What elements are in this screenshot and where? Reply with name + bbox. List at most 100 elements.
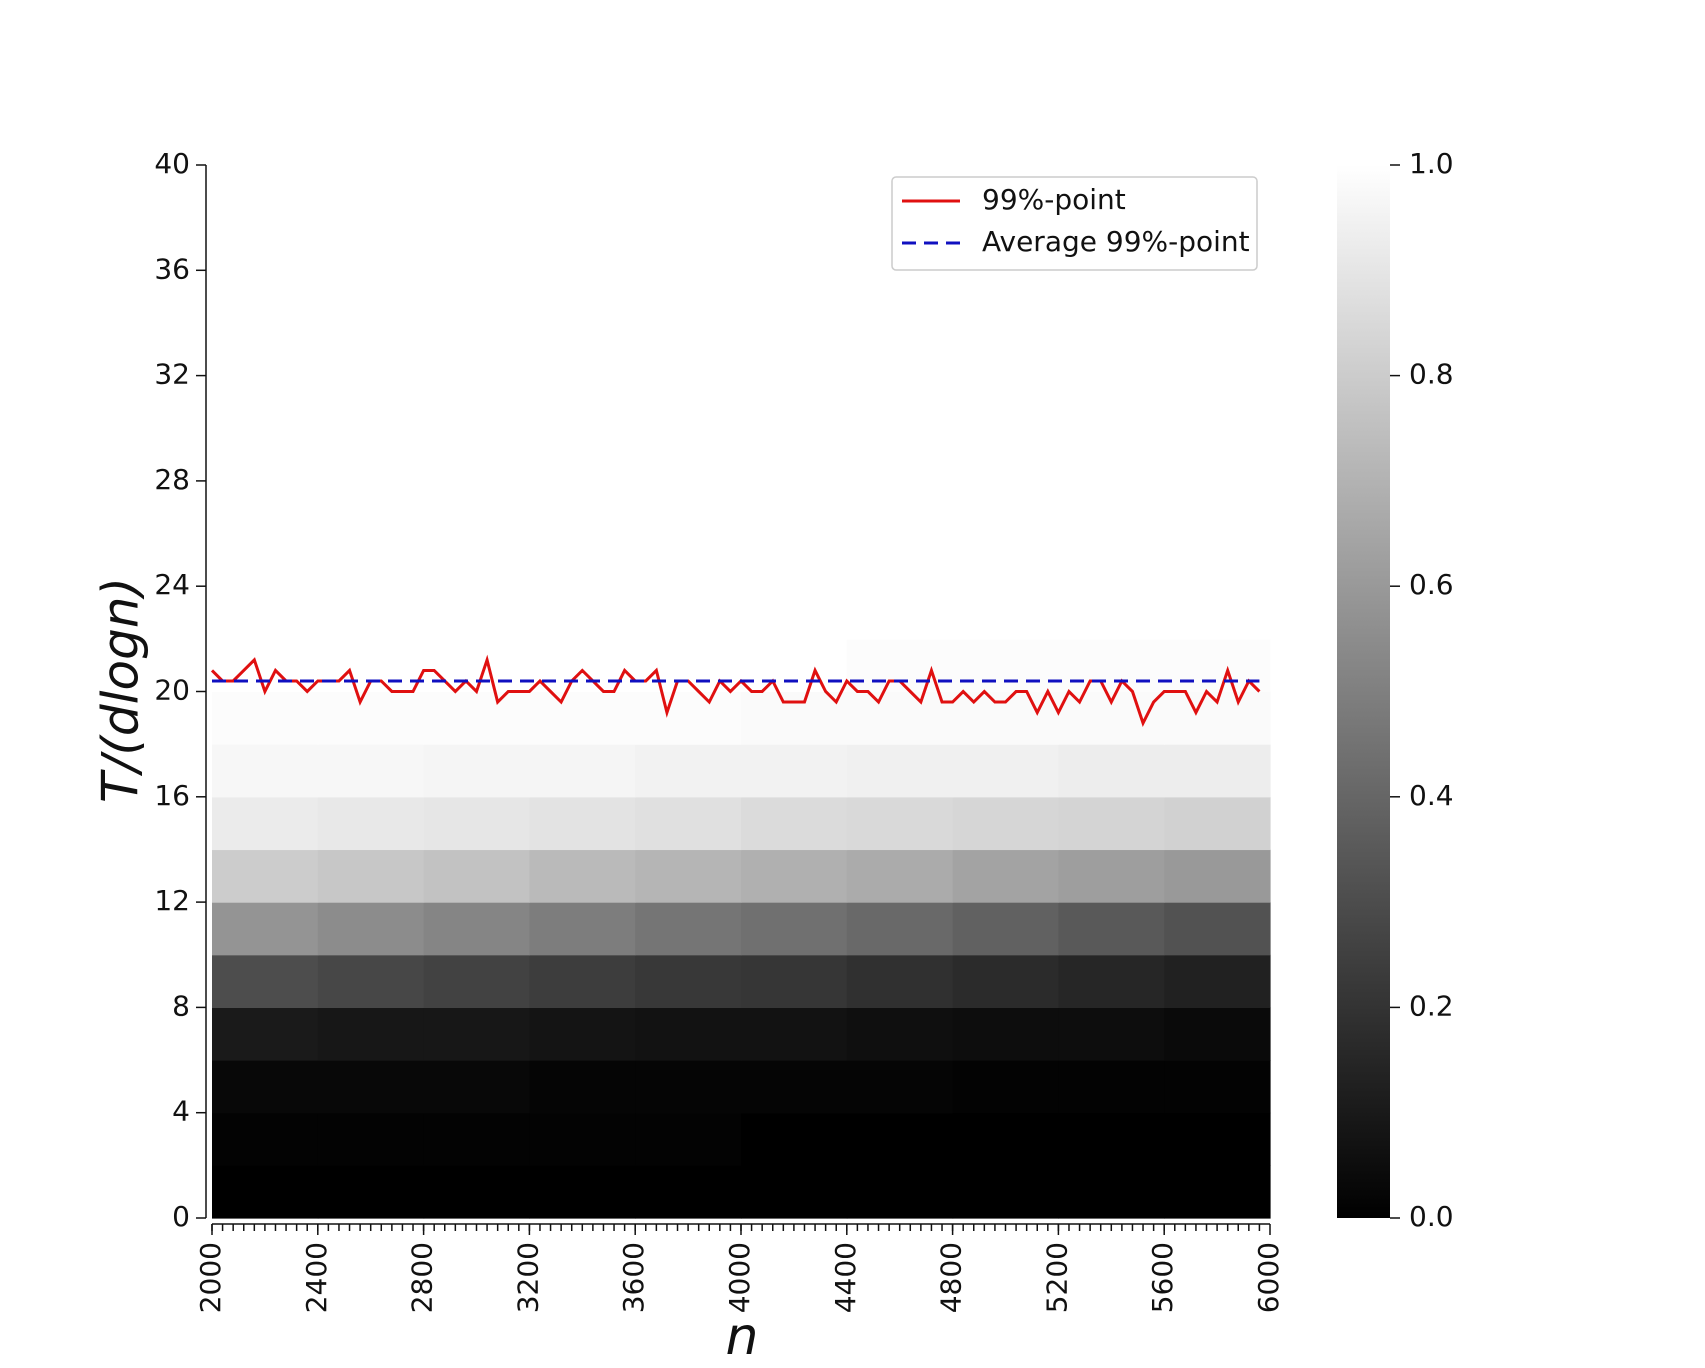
heat-cell — [635, 217, 742, 271]
heat-cell — [317, 1007, 425, 1061]
heat-cell — [635, 1060, 742, 1114]
heat-cell — [846, 744, 954, 798]
heat-cell — [529, 586, 636, 640]
heat-cell — [1058, 533, 1165, 587]
heat-cell — [317, 428, 425, 482]
heat-cell — [1164, 428, 1271, 482]
heat-cell — [529, 270, 636, 324]
heat-cell — [635, 165, 742, 219]
heat-cell — [846, 954, 954, 1008]
heat-cell — [635, 586, 742, 640]
y-tick-label: 12 — [154, 884, 190, 917]
y-tick-label: 24 — [154, 568, 190, 601]
heat-cell — [317, 217, 425, 271]
legend-label: 99%-point — [982, 183, 1126, 216]
heat-cell — [423, 428, 530, 482]
heat-cell — [423, 533, 530, 587]
heat-cell — [1058, 902, 1165, 956]
heat-cell — [635, 638, 742, 693]
heat-cell — [741, 744, 848, 798]
heat-cell — [741, 902, 848, 956]
colorbar — [1337, 165, 1390, 1218]
heat-cell — [317, 1165, 425, 1219]
heat-cell — [423, 1165, 530, 1219]
heat-cell — [741, 1165, 848, 1219]
heat-cell — [1164, 1060, 1271, 1114]
x-tick-label: 4800 — [935, 1242, 968, 1313]
heat-cell — [1164, 375, 1271, 429]
heat-cell — [846, 428, 954, 482]
heat-cell — [423, 165, 530, 219]
heat-cell — [846, 270, 954, 324]
heat-cell — [1164, 1112, 1271, 1166]
heat-cell — [317, 533, 425, 587]
heat-cell — [952, 796, 1059, 851]
heat-cell — [212, 533, 319, 587]
heat-cell — [635, 849, 742, 903]
heat-cell — [212, 586, 319, 640]
heat-cell — [635, 691, 742, 745]
heat-cell — [635, 1007, 742, 1061]
heat-cell — [1164, 638, 1271, 693]
heat-cell — [212, 1165, 319, 1219]
heat-cell — [317, 322, 425, 377]
x-tick-label: 6000 — [1252, 1242, 1285, 1313]
heat-cell — [212, 270, 319, 324]
heat-cell — [952, 1007, 1059, 1061]
heat-cell — [741, 480, 848, 535]
heat-cell — [423, 796, 530, 851]
heat-cell — [529, 375, 636, 429]
heat-cell — [741, 375, 848, 429]
heat-cell — [423, 691, 530, 745]
heat-cell — [635, 480, 742, 535]
heat-cell — [529, 428, 636, 482]
heat-cell — [952, 533, 1059, 587]
heat-cell — [212, 744, 319, 798]
heat-cell — [741, 1060, 848, 1114]
y-tick-label: 20 — [154, 674, 190, 707]
x-tick-label: 2400 — [300, 1242, 333, 1313]
heat-cell — [952, 375, 1059, 429]
heat-cell — [1164, 744, 1271, 798]
heat-cell — [212, 1112, 319, 1166]
heat-cell — [529, 849, 636, 903]
heat-cell — [846, 1007, 954, 1061]
y-tick-label: 8 — [172, 989, 190, 1022]
heat-cell — [529, 1007, 636, 1061]
heat-cell — [635, 796, 742, 851]
heat-cell — [952, 270, 1059, 324]
heat-cell — [212, 902, 319, 956]
heat-cell — [212, 954, 319, 1008]
heat-cell — [1164, 322, 1271, 377]
y-tick-label: 0 — [172, 1200, 190, 1233]
heat-cell — [529, 796, 636, 851]
heat-cell — [529, 217, 636, 271]
series-line — [210, 654, 1261, 727]
x-tick-label: 3600 — [617, 1242, 650, 1313]
heat-cell — [846, 322, 954, 377]
heat-cell — [741, 638, 848, 693]
heat-cell — [952, 849, 1059, 903]
heat-cell — [317, 480, 425, 535]
heat-cell — [317, 796, 425, 851]
heat-cell — [529, 480, 636, 535]
colorbar-tick-label: 1.0 — [1409, 147, 1454, 180]
heat-cell — [212, 217, 319, 271]
heat-cell — [212, 796, 319, 851]
heat-cell — [317, 691, 425, 745]
heat-cell — [952, 322, 1059, 377]
heat-cell — [317, 849, 425, 903]
x-tick-label: 3200 — [511, 1242, 544, 1313]
heat-cell — [529, 322, 636, 377]
heat-cell — [635, 1165, 742, 1219]
heat-cell — [317, 375, 425, 429]
y-tick-label: 36 — [154, 252, 190, 285]
heat-cell — [846, 796, 954, 851]
heat-cell — [741, 796, 848, 851]
heat-cell — [635, 533, 742, 587]
heat-cell — [1164, 480, 1271, 535]
heat-cell — [317, 638, 425, 693]
heat-cell — [423, 954, 530, 1008]
y-tick-label: 16 — [154, 779, 190, 812]
heat-cell — [529, 954, 636, 1008]
